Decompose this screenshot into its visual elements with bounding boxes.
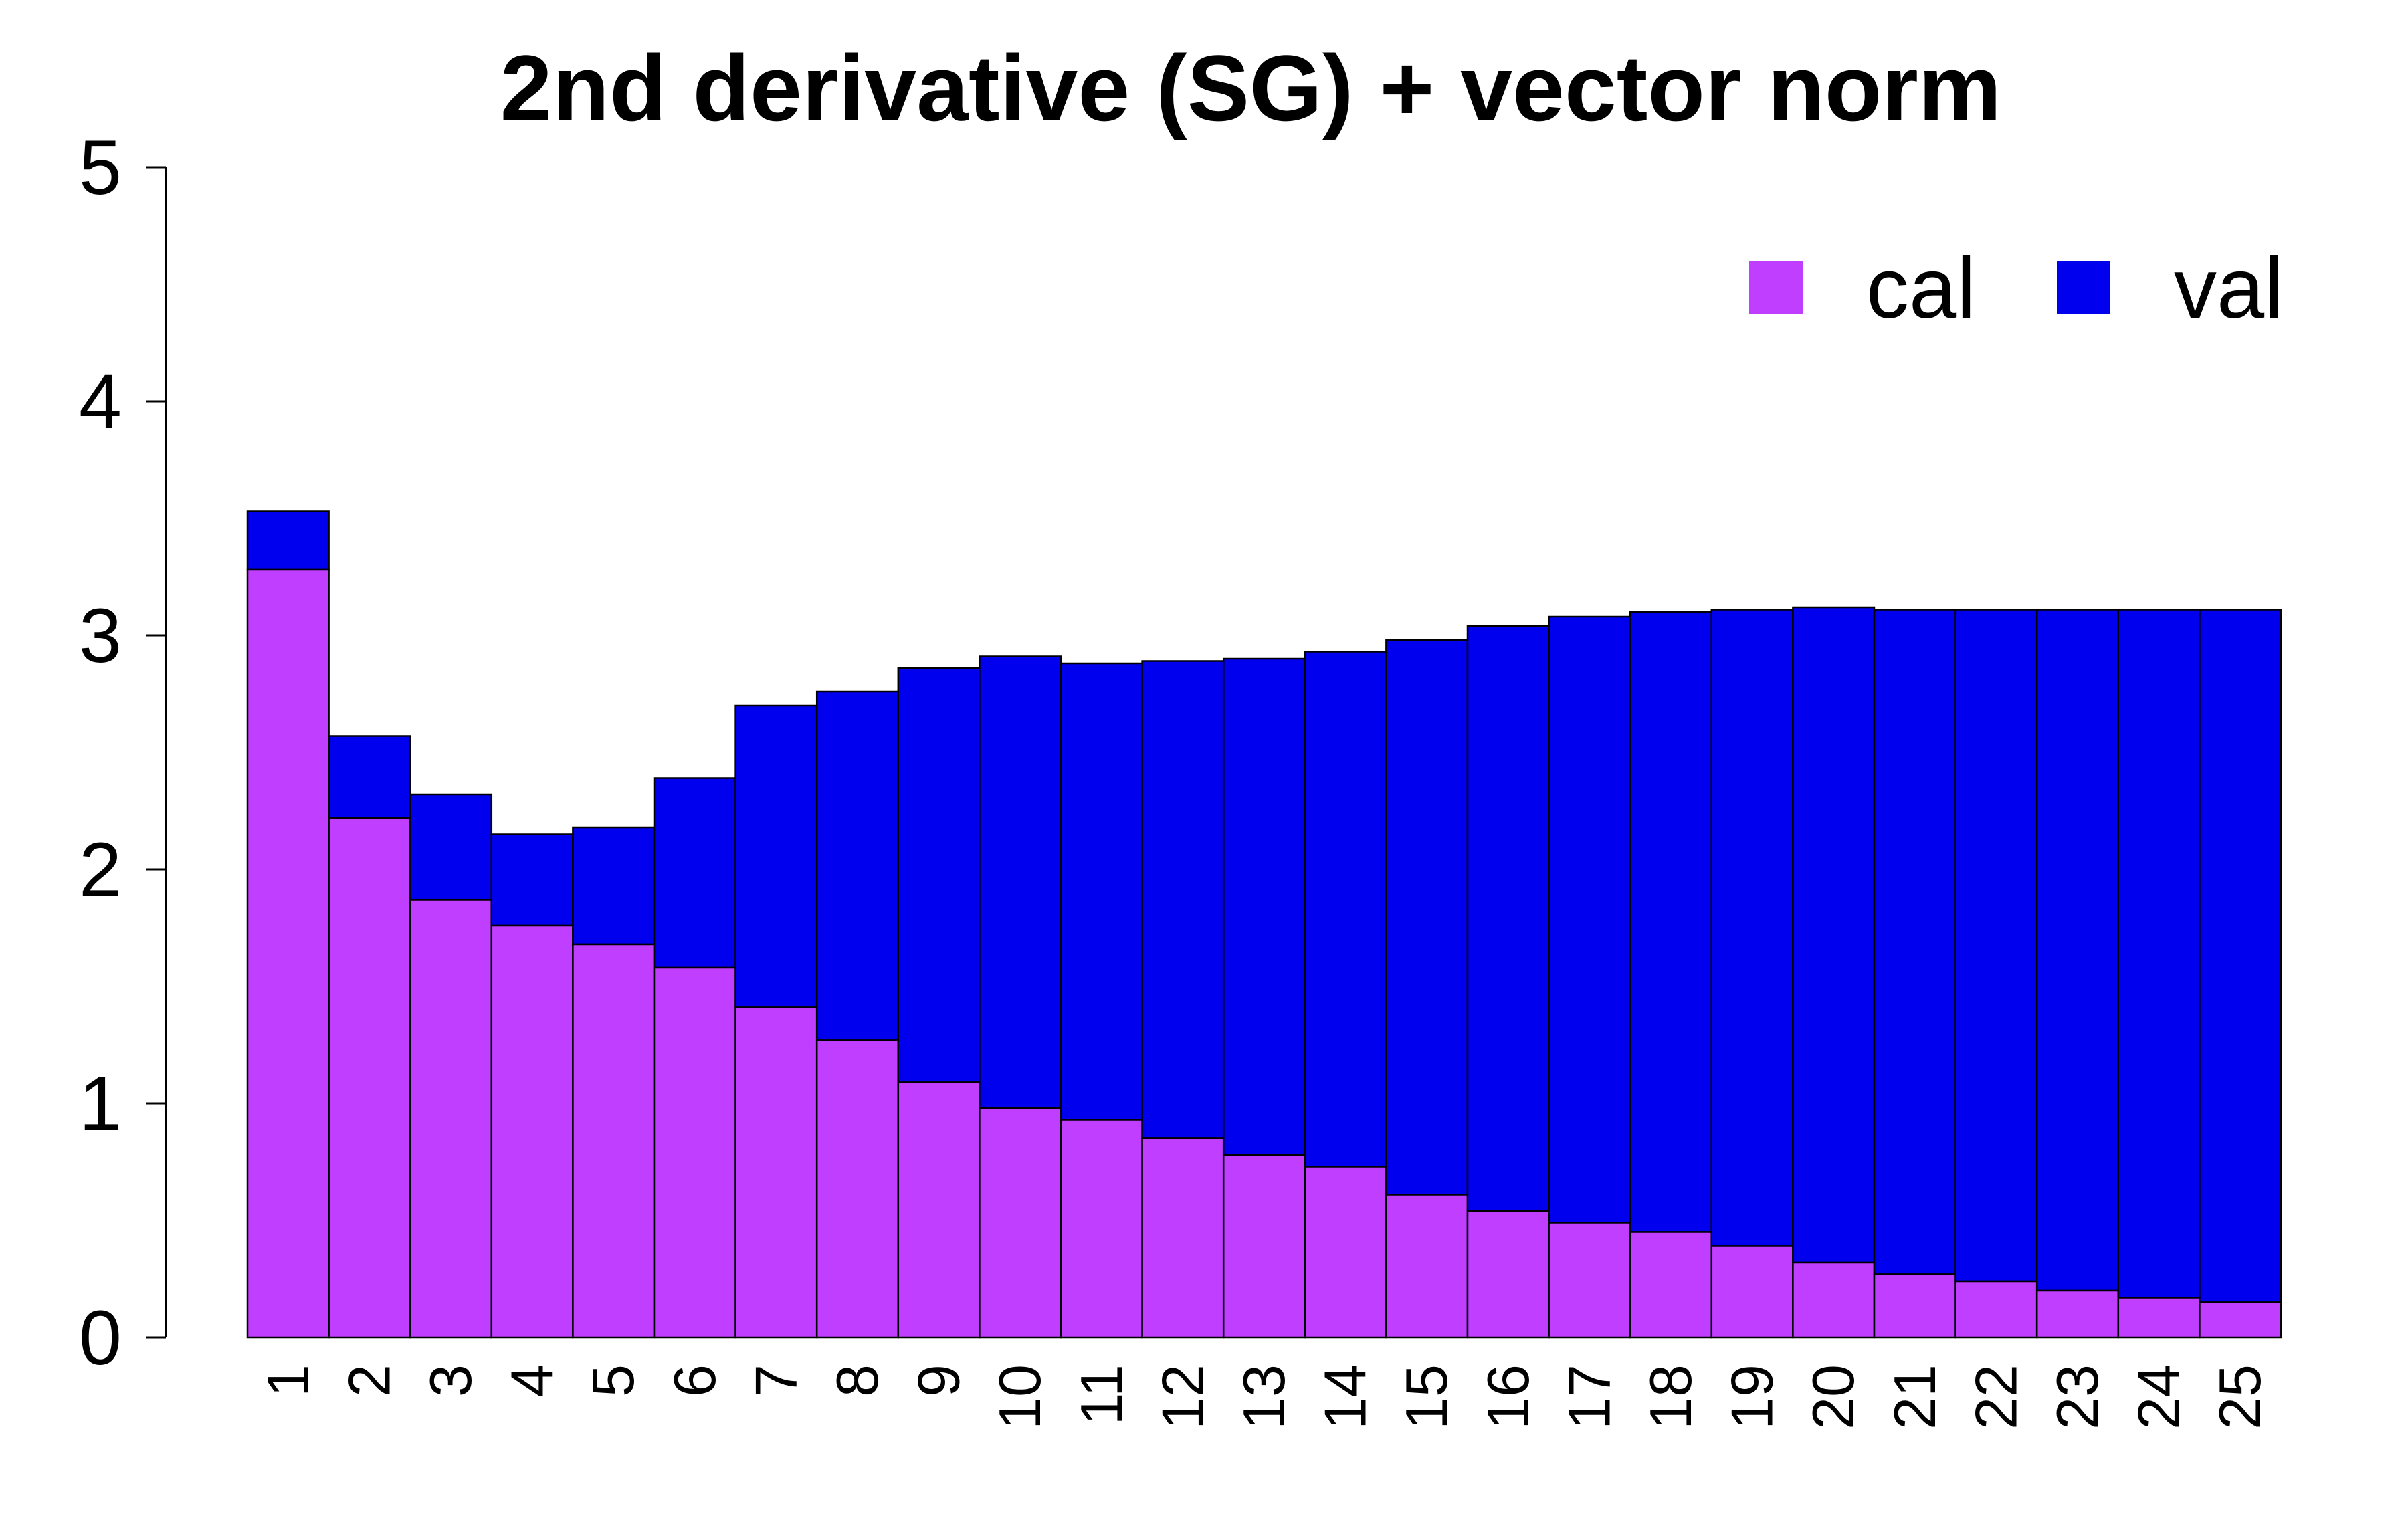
bar-cal-24 xyxy=(2117,1297,2201,1339)
bar-cal-17 xyxy=(1548,1222,1631,1339)
bar-cal-13 xyxy=(1222,1154,1306,1339)
bar-val-16 xyxy=(1466,625,1550,1212)
bar-cal-11 xyxy=(1060,1119,1143,1339)
bar-cal-10 xyxy=(979,1107,1062,1339)
x-tick-label: 20 xyxy=(1800,1364,1866,1430)
x-tick-label: 19 xyxy=(1719,1364,1785,1430)
bar-cal-21 xyxy=(1873,1273,1956,1339)
x-tick-label: 4 xyxy=(499,1364,565,1397)
x-tick-label: 2 xyxy=(336,1364,402,1397)
bar-val-25 xyxy=(2199,609,2282,1303)
x-tick-label: 6 xyxy=(662,1364,728,1397)
y-tick-label: 5 xyxy=(79,125,122,211)
x-tick-label: 8 xyxy=(824,1364,890,1397)
x-tick-label: 5 xyxy=(580,1364,646,1397)
bar-val-7 xyxy=(734,704,818,1008)
bar-cal-22 xyxy=(1954,1280,2038,1339)
x-tick-label: 9 xyxy=(906,1364,972,1397)
x-tick-label: 14 xyxy=(1312,1364,1379,1430)
bar-val-9 xyxy=(897,667,981,1083)
bar-val-3 xyxy=(409,793,493,901)
bar-val-10 xyxy=(979,655,1062,1109)
x-tick-label: 17 xyxy=(1556,1364,1622,1430)
x-tick-label: 1 xyxy=(255,1364,321,1397)
bar-val-24 xyxy=(2117,609,2201,1299)
y-axis: 0 1 2 3 4 5 xyxy=(79,125,167,1381)
bar-cal-9 xyxy=(897,1081,981,1339)
y-tick-label: 1 xyxy=(79,1061,122,1147)
y-tick-label: 2 xyxy=(79,827,122,913)
bar-val-17 xyxy=(1548,615,1631,1224)
bar-cal-1 xyxy=(246,568,330,1339)
x-tick-label: 11 xyxy=(1068,1364,1134,1425)
legend: cal val xyxy=(1749,241,2284,336)
bar-val-21 xyxy=(1873,609,1956,1275)
x-tick-label: 16 xyxy=(1475,1364,1541,1430)
bar-cal-4 xyxy=(490,924,574,1339)
x-tick-label: 12 xyxy=(1149,1364,1215,1430)
bar-cal-3 xyxy=(409,899,493,1339)
x-tick-label: 7 xyxy=(742,1364,809,1397)
bar-val-4 xyxy=(490,833,574,927)
bar-cal-14 xyxy=(1304,1166,1387,1339)
bar-val-14 xyxy=(1304,651,1387,1168)
bar-cal-16 xyxy=(1466,1210,1550,1339)
bar-cal-18 xyxy=(1629,1231,1713,1339)
bar-cal-23 xyxy=(2035,1289,2120,1339)
y-tick-label: 3 xyxy=(79,593,122,679)
x-tick-label: 10 xyxy=(987,1364,1053,1430)
x-tick-label: 15 xyxy=(1393,1364,1460,1430)
bar-val-15 xyxy=(1385,639,1469,1196)
x-tick-label: 21 xyxy=(1882,1364,1948,1430)
y-tick-label: 4 xyxy=(79,359,122,445)
x-axis: 1 2 3 4 5 6 7 8 9 10 11 12 13 14 15 16 17 18 19 20 21 22 23 24 2… xyxy=(255,1364,2273,1430)
bar-val-6 xyxy=(653,777,736,969)
bar-cal-7 xyxy=(734,1006,818,1339)
bar-val-2 xyxy=(328,735,411,819)
bar-cal-19 xyxy=(1710,1245,1794,1339)
bar-val-1 xyxy=(246,510,330,571)
legend-swatch-val xyxy=(2057,261,2110,314)
x-tick-label: 3 xyxy=(417,1364,484,1397)
bar-cal-8 xyxy=(815,1039,900,1339)
bar-cal-5 xyxy=(572,943,656,1339)
legend-swatch-cal xyxy=(1749,261,1803,314)
bar-val-12 xyxy=(1141,660,1225,1139)
bar-cal-2 xyxy=(328,817,411,1339)
bar-val-20 xyxy=(1792,606,1876,1264)
bar-cal-6 xyxy=(653,966,736,1339)
bars-group xyxy=(246,510,2282,1339)
bar-val-18 xyxy=(1629,611,1713,1233)
x-tick-label: 22 xyxy=(1963,1364,2029,1430)
chart-title: 2nd derivative (SG) + vector norm xyxy=(500,35,2002,140)
bar-cal-20 xyxy=(1792,1261,1876,1339)
bar-cal-15 xyxy=(1385,1194,1469,1339)
bar-val-11 xyxy=(1060,662,1143,1121)
bar-val-8 xyxy=(815,690,900,1041)
bar-cal-12 xyxy=(1141,1137,1225,1339)
bar-val-13 xyxy=(1222,657,1306,1156)
legend-label-val: val xyxy=(2174,241,2284,336)
x-tick-label: 23 xyxy=(2044,1364,2110,1430)
legend-label-cal: cal xyxy=(1866,241,1976,336)
bar-cal-25 xyxy=(2199,1301,2282,1339)
x-tick-label: 24 xyxy=(2126,1364,2192,1430)
bar-val-5 xyxy=(572,826,656,946)
bar-val-19 xyxy=(1710,609,1794,1247)
y-tick-label: 0 xyxy=(79,1295,122,1381)
bar-val-23 xyxy=(2035,609,2120,1292)
bar-val-22 xyxy=(1954,609,2038,1283)
x-tick-label: 13 xyxy=(1231,1364,1297,1430)
x-tick-label: 18 xyxy=(1637,1364,1704,1430)
x-tick-label: 25 xyxy=(2207,1364,2273,1430)
